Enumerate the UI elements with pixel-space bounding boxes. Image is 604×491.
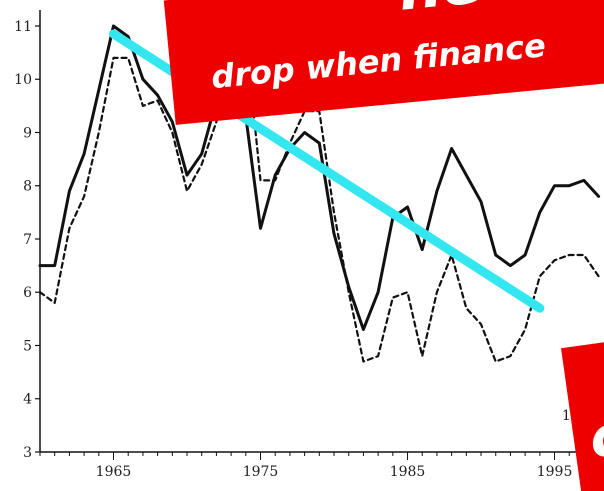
series-line-dashed (38, 35, 600, 363)
x-tick-label: 1985 (390, 464, 426, 480)
x-tick-label: 1995 (537, 464, 573, 480)
top-banner: ne in r drop when finance (163, 0, 604, 125)
x-tick-label: 1965 (96, 464, 132, 480)
y-tick-label: 8 (23, 179, 32, 195)
top-banner-shape (163, 0, 604, 125)
y-tick-label: 4 (23, 392, 32, 408)
axes: 3 4 5 6 7 8 9 10 11 1965 1975 1985 1995 (14, 10, 604, 480)
bottom-banner-shape (561, 339, 604, 491)
y-tick-label: 7 (23, 232, 32, 248)
y-tick-label: 10 (14, 72, 32, 88)
y-tick-label: 6 (23, 285, 32, 301)
y-tick-label: 11 (14, 19, 32, 35)
y-tick-label: 9 (23, 125, 32, 141)
bottom-banner: c (561, 339, 604, 491)
y-tick-label: 3 (23, 445, 32, 461)
x-tick-label: 1975 (243, 464, 279, 480)
y-tick-label: 5 (23, 338, 32, 354)
